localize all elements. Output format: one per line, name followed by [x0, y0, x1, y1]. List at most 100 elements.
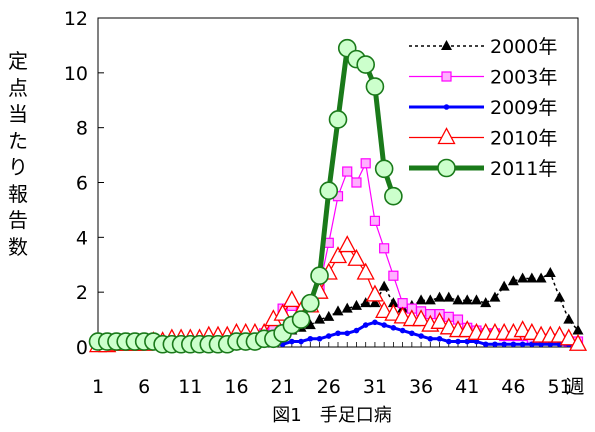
y-tick-label: 10: [64, 63, 88, 85]
data-point: [319, 181, 339, 201]
y-tick-label: 4: [76, 227, 88, 249]
data-point: [353, 327, 360, 334]
y-tick-label: 12: [64, 8, 88, 30]
y-label-char: り: [8, 155, 28, 179]
legend-label: 2000年: [490, 36, 557, 58]
x-tick-label: 46: [501, 376, 525, 398]
y-tick-label: 6: [76, 173, 88, 195]
data-point: [390, 325, 397, 331]
data-point: [362, 322, 369, 328]
data-point: [374, 159, 394, 179]
data-point: [535, 272, 547, 283]
data-point: [342, 166, 353, 177]
data-point: [556, 341, 563, 348]
data-point: [568, 333, 588, 351]
data-point: [338, 235, 357, 253]
data-point: [473, 338, 480, 345]
legend-marker: [437, 127, 456, 145]
series-line: [98, 45, 396, 347]
data-point: [289, 338, 295, 345]
x-tick-label: 31: [363, 376, 387, 398]
legend-label: 2010年: [490, 128, 557, 150]
data-point: [492, 341, 498, 348]
data-point: [381, 322, 387, 328]
y-tick-label: 2: [76, 282, 88, 304]
y-label-char: 定: [8, 49, 28, 73]
y-label-char: 当: [8, 102, 28, 126]
legend: 2000年 2003年 2009年 2010年 2011年: [409, 36, 557, 180]
series-group: [88, 38, 588, 354]
data-point: [538, 341, 544, 348]
x-tick-label: 41: [455, 376, 479, 398]
data-point: [350, 299, 362, 310]
data-point: [482, 341, 489, 348]
data-point: [501, 341, 507, 348]
data-point: [344, 330, 351, 337]
data-point: [328, 110, 348, 129]
data-point: [510, 341, 517, 348]
data-point: [360, 158, 371, 169]
data-point: [436, 335, 443, 342]
x-tick-label: 36: [409, 376, 433, 398]
data-point: [310, 266, 329, 286]
data-point: [498, 280, 510, 291]
data-point: [572, 324, 584, 335]
data-point: [273, 303, 292, 321]
data-point: [559, 328, 578, 346]
legend-marker: [441, 40, 452, 50]
x-unit-label: 週: [565, 376, 584, 398]
legend-item: 2003年: [409, 67, 557, 89]
legend-label: 2003年: [490, 67, 557, 89]
data-point: [519, 341, 526, 348]
data-point: [356, 55, 375, 74]
legend-item: 2009年: [409, 97, 557, 119]
data-point: [323, 310, 335, 321]
chart-title: 図1 手足口病: [272, 405, 391, 426]
legend-marker: [443, 104, 450, 110]
data-point: [307, 335, 314, 342]
data-point: [356, 262, 375, 280]
data-point: [434, 291, 446, 302]
y-label-char: 点: [8, 75, 28, 100]
data-point: [397, 298, 408, 309]
data-point: [544, 266, 556, 277]
x-tick-label: 26: [317, 376, 341, 398]
data-point: [282, 290, 301, 308]
data-point: [464, 338, 471, 345]
data-point: [443, 291, 455, 302]
data-point: [415, 294, 427, 305]
x-tick-label: 51: [547, 376, 571, 398]
x-tick-label: 16: [224, 376, 248, 398]
data-point: [291, 310, 311, 329]
legend-item: 2011年: [409, 158, 557, 180]
data-point: [365, 77, 385, 96]
x-tick-label: 21: [271, 376, 295, 398]
data-point: [387, 297, 399, 308]
y-label-char: 数: [8, 234, 28, 259]
data-point: [461, 294, 473, 305]
data-point: [563, 313, 575, 324]
data-point: [301, 293, 320, 313]
y-label-char: 告: [8, 208, 28, 232]
data-point: [325, 333, 332, 339]
data-point: [341, 302, 353, 313]
y-label-char: 報: [8, 181, 28, 206]
data-point: [332, 305, 344, 316]
data-point: [452, 294, 464, 305]
legend-marker: [441, 71, 452, 82]
data-point: [304, 319, 316, 330]
x-tick-label: 1: [92, 376, 104, 398]
x-tick-label: 11: [178, 376, 202, 398]
y-axis-label: 定 点 当 た り 報 告 数: [6, 48, 30, 260]
series-4: [88, 38, 403, 354]
data-point: [399, 327, 406, 334]
data-point: [507, 275, 519, 286]
data-point: [424, 294, 436, 305]
data-point: [365, 284, 385, 302]
data-point: [554, 291, 566, 302]
legend-item: 2000年: [409, 36, 557, 58]
data-point: [372, 319, 378, 326]
data-point: [351, 177, 362, 188]
legend-marker: [437, 158, 456, 178]
